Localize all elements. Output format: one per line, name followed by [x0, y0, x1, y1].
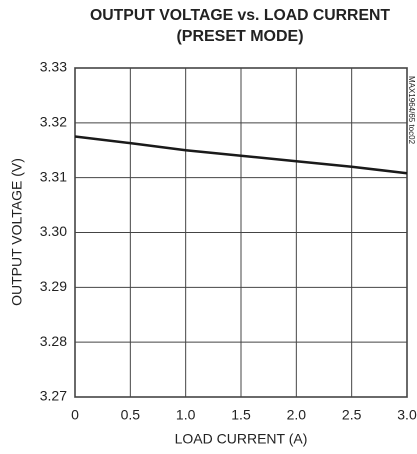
x-tick-label: 1.5	[231, 407, 251, 423]
annotation: MAX1964/65 toc02	[407, 76, 416, 145]
line-series	[74, 135, 408, 175]
x-tick-label: 3.0	[397, 407, 417, 423]
y-tick-label: 3.27	[40, 388, 67, 404]
y-axis-label: OUTPUT VOLTAGE (V)	[9, 158, 25, 306]
x-tick-label: 2.0	[287, 407, 307, 423]
y-tick-label: 3.31	[40, 168, 67, 184]
x-tick-label: 1.0	[176, 407, 196, 423]
y-tick-label: 3.30	[40, 223, 67, 239]
chart-title: (PRESET MODE)	[176, 28, 303, 45]
x-tick-label: 0.5	[121, 407, 141, 423]
y-tick-label: 3.33	[40, 59, 67, 75]
x-tick-label: 2.5	[342, 407, 362, 423]
chart-title: OUTPUT VOLTAGE vs. LOAD CURRENT	[90, 7, 390, 24]
y-tick-label: 3.29	[40, 278, 67, 294]
y-tick-label: 3.32	[40, 114, 67, 130]
y-tick-label: 3.28	[40, 333, 67, 349]
x-tick-label: 0	[71, 407, 79, 423]
x-axis-label: LOAD CURRENT (A)	[175, 431, 308, 447]
